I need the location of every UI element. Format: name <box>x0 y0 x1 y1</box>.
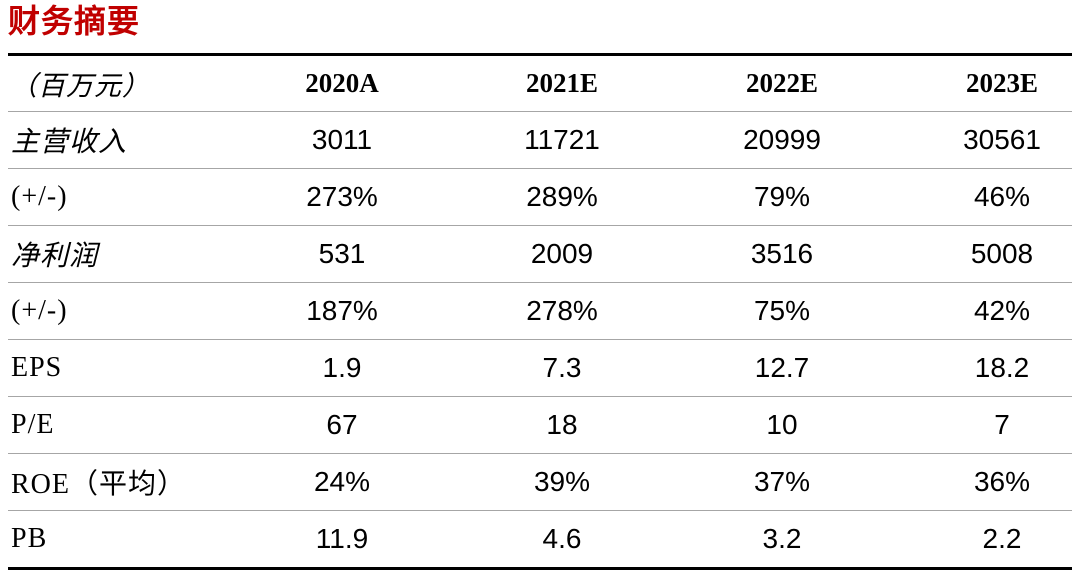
cell-value: 3516 <box>672 225 892 283</box>
cell-value: 1.9 <box>232 339 452 397</box>
cell-value: 24% <box>232 453 452 511</box>
table-row-net-profit-growth: (+/-) 187% 278% 75% 42% <box>8 282 1072 340</box>
column-header-2022E: 2022E <box>672 53 892 112</box>
cell-value: 42% <box>892 282 1072 340</box>
cell-value: 18 <box>452 396 672 454</box>
cell-value: 75% <box>672 282 892 340</box>
row-label: 主营收入 <box>8 111 232 169</box>
row-label: 净利润 <box>8 225 232 283</box>
row-label: ROE（平均） <box>8 453 232 511</box>
table-row-pe: P/E 67 18 10 7 <box>8 396 1072 454</box>
cell-value: 3.2 <box>672 510 892 570</box>
cell-value: 2009 <box>452 225 672 283</box>
table-row-roe: ROE（平均） 24% 39% 37% 36% <box>8 453 1072 511</box>
row-label: (+/-) <box>8 282 232 340</box>
table-row-eps: EPS 1.9 7.3 12.7 18.2 <box>8 339 1072 397</box>
cell-value: 30561 <box>892 111 1072 169</box>
cell-value: 278% <box>452 282 672 340</box>
column-header-2023E: 2023E <box>892 53 1072 112</box>
cell-value: 12.7 <box>672 339 892 397</box>
cell-value: 79% <box>672 168 892 226</box>
table-row-net-profit: 净利润 531 2009 3516 5008 <box>8 225 1072 283</box>
cell-value: 46% <box>892 168 1072 226</box>
cell-value: 7 <box>892 396 1072 454</box>
cell-value: 187% <box>232 282 452 340</box>
cell-value: 20999 <box>672 111 892 169</box>
row-label: EPS <box>8 339 232 397</box>
cell-value: 2.2 <box>892 510 1072 570</box>
cell-value: 39% <box>452 453 672 511</box>
cell-value: 67 <box>232 396 452 454</box>
cell-value: 18.2 <box>892 339 1072 397</box>
cell-value: 289% <box>452 168 672 226</box>
row-label: P/E <box>8 396 232 454</box>
column-header-2020A: 2020A <box>232 53 452 112</box>
table-row-revenue: 主营收入 3011 11721 20999 30561 <box>8 111 1072 169</box>
financial-summary-table: （百万元） 2020A 2021E 2022E 2023E 主营收入 3011 … <box>8 53 1072 570</box>
cell-value: 36% <box>892 453 1072 511</box>
header-row: （百万元） 2020A 2021E 2022E 2023E <box>8 53 1072 112</box>
column-header-2021E: 2021E <box>452 53 672 112</box>
cell-value: 11.9 <box>232 510 452 570</box>
cell-value: 5008 <box>892 225 1072 283</box>
cell-value: 273% <box>232 168 452 226</box>
cell-value: 11721 <box>452 111 672 169</box>
row-label: (+/-) <box>8 168 232 226</box>
cell-value: 7.3 <box>452 339 672 397</box>
cell-value: 37% <box>672 453 892 511</box>
page-title: 财务摘要 <box>8 3 141 39</box>
cell-value: 3011 <box>232 111 452 169</box>
unit-header: （百万元） <box>8 53 232 112</box>
financial-summary-table-container: （百万元） 2020A 2021E 2022E 2023E 主营收入 3011 … <box>8 53 1072 570</box>
row-label: PB <box>8 510 232 570</box>
cell-value: 4.6 <box>452 510 672 570</box>
table-row-pb: PB 11.9 4.6 3.2 2.2 <box>8 510 1072 570</box>
cell-value: 531 <box>232 225 452 283</box>
table-row-revenue-growth: (+/-) 273% 289% 79% 46% <box>8 168 1072 226</box>
cell-value: 10 <box>672 396 892 454</box>
